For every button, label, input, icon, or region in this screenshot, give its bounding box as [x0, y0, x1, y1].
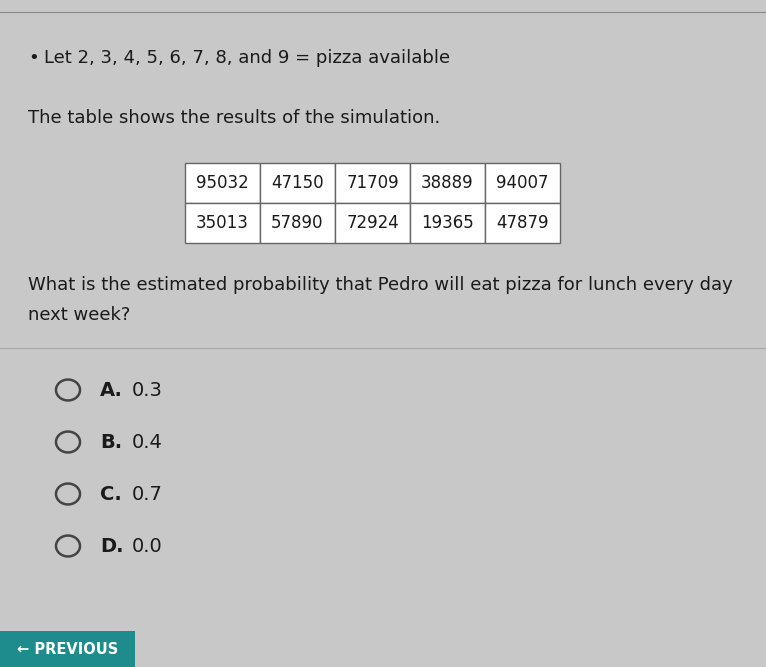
- Text: Let 2, 3, 4, 5, 6, 7, 8, and 9 = pizza available: Let 2, 3, 4, 5, 6, 7, 8, and 9 = pizza a…: [44, 49, 450, 67]
- Text: D.: D.: [100, 536, 123, 556]
- Text: 71709: 71709: [346, 174, 399, 192]
- Text: A.: A.: [100, 380, 123, 400]
- Bar: [335, 163, 410, 203]
- Text: 0.4: 0.4: [132, 432, 163, 452]
- Text: ← PREVIOUS: ← PREVIOUS: [17, 642, 118, 656]
- Text: The table shows the results of the simulation.: The table shows the results of the simul…: [28, 109, 440, 127]
- Bar: [335, 203, 410, 243]
- Bar: [185, 203, 260, 243]
- Text: 38889: 38889: [421, 174, 474, 192]
- Text: 19365: 19365: [421, 214, 474, 232]
- Bar: [410, 163, 485, 203]
- Bar: [260, 203, 335, 243]
- Text: 72924: 72924: [346, 214, 399, 232]
- Text: 57890: 57890: [271, 214, 324, 232]
- Text: next week?: next week?: [28, 306, 130, 324]
- Text: 47150: 47150: [271, 174, 324, 192]
- Text: 35013: 35013: [196, 214, 249, 232]
- Text: 0.0: 0.0: [132, 536, 162, 556]
- Bar: [185, 163, 260, 203]
- Text: B.: B.: [100, 432, 122, 452]
- Text: 95032: 95032: [196, 174, 249, 192]
- Bar: [485, 163, 560, 203]
- Bar: [0, 631, 135, 667]
- Text: 47879: 47879: [496, 214, 548, 232]
- Text: 0.3: 0.3: [132, 380, 163, 400]
- Bar: [485, 203, 560, 243]
- Text: What is the estimated probability that Pedro will eat pizza for lunch every day: What is the estimated probability that P…: [28, 276, 733, 294]
- Text: 0.7: 0.7: [132, 484, 163, 504]
- Text: •: •: [28, 49, 39, 67]
- Text: 94007: 94007: [496, 174, 548, 192]
- Bar: [260, 163, 335, 203]
- Bar: [410, 203, 485, 243]
- Text: C.: C.: [100, 484, 122, 504]
